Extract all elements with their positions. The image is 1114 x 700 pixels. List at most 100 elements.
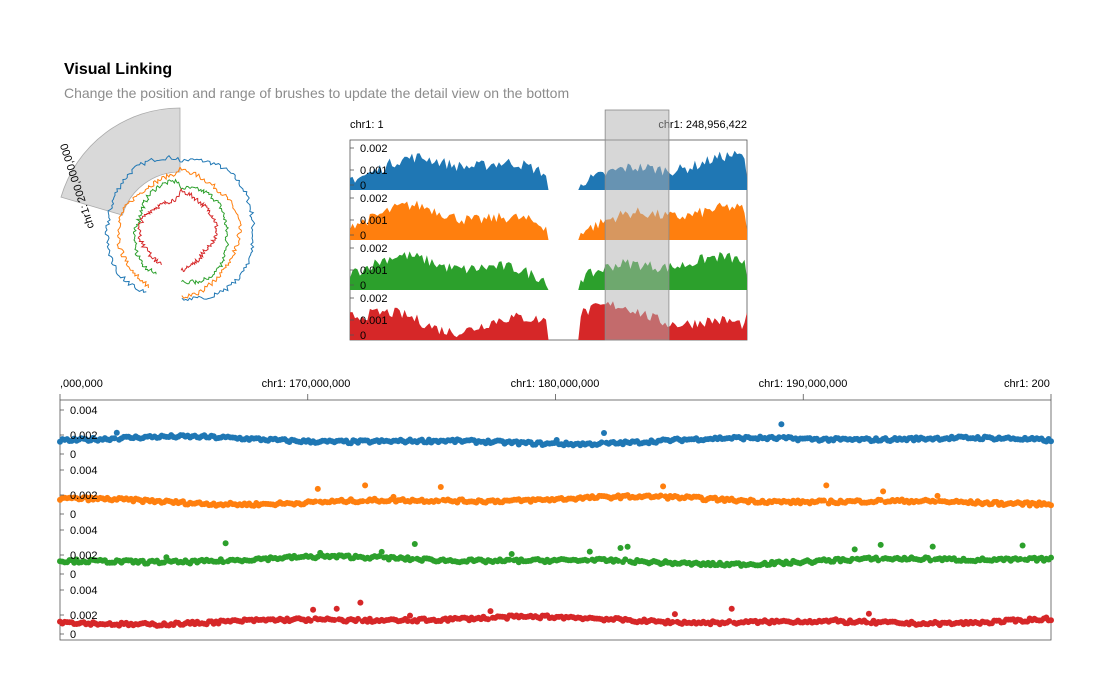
detail-x-label-0: ,000,000 [60,378,103,390]
detail-point-3 [624,543,631,550]
detail-point-1 [598,439,605,446]
detail-point-4 [485,616,492,623]
detail-point-1 [776,434,782,441]
detail-point-1 [111,435,118,442]
detail-point-2 [823,482,830,489]
detail-point-1 [1048,438,1054,445]
detail-point-2 [312,498,319,505]
circular-track-3 [133,178,230,286]
linear-area-2 [350,200,747,240]
detail-y-label: 0 [70,569,76,581]
detail-point-2 [435,498,442,505]
detail-y-label: 0.002 [70,430,98,442]
linear-y-label: 0.001 [360,265,388,277]
detail-point-3 [220,559,227,566]
circular-track-2 [116,166,242,299]
detail-point-3 [508,551,515,557]
detail-point-3 [622,556,629,563]
detail-point-3 [584,557,591,564]
detail-y-label: 0.002 [70,550,98,562]
linear-y-label: 0.001 [360,315,388,327]
linear-y-label: 0 [360,280,366,292]
detail-view[interactable]: ,000,000 chr1: 170,000,000 chr1: 180,000… [57,378,1054,641]
detail-point-3 [849,555,856,562]
detail-point-4 [728,605,735,612]
detail-point-2 [660,483,667,490]
detail-point-4 [487,608,494,615]
detail-point-2 [390,493,397,500]
detail-y-label: 0.004 [70,465,98,477]
linear-y-label: 0 [360,230,366,242]
detail-point-1 [601,430,607,436]
detail-y-label: 0 [70,629,76,641]
detail-point-2 [437,484,444,490]
detail-point-3 [586,548,593,555]
circular-track-4 [137,187,219,273]
linear-x-label-start: chr1: 1 [350,119,384,131]
detail-point-4 [669,619,676,625]
detail-point-2 [314,485,321,492]
linear-area-4 [350,301,747,340]
detail-y-label: 0.004 [70,585,98,597]
page-title: Visual Linking [64,61,173,78]
detail-point-4 [333,605,340,612]
detail-point-2 [820,497,827,504]
detail-y-label: 0 [70,449,76,461]
detail-point-3 [222,540,229,547]
detail-point-3 [411,541,418,547]
detail-point-3 [851,546,858,553]
linear-y-label: 0 [360,330,366,342]
detail-point-4 [1048,617,1054,624]
linear-area-3 [350,251,747,290]
detail-x-label-3: chr1: 190,000,000 [759,378,848,390]
detail-point-2 [934,492,941,499]
detail-point-3 [877,541,884,548]
detail-point-3 [615,557,622,564]
linear-y-label: 0.001 [360,165,388,177]
detail-point-3 [929,543,936,550]
detail-point-3 [1048,554,1054,561]
detail-y-label: 0 [70,509,76,521]
detail-point-3 [161,559,168,566]
detail-point-3 [927,557,934,564]
detail-point-4 [726,618,733,625]
circular-track-1 [104,154,256,302]
linear-overview[interactable]: chr1: 1 chr1: 248,956,422 0.0020.00100.0… [349,109,748,342]
detail-x-label-2: chr1: 180,000,000 [511,378,600,390]
detail-point-3 [875,557,882,564]
detail-point-4 [671,611,678,618]
detail-y-label: 0.002 [70,490,98,502]
detail-point-4 [357,599,364,606]
detail-point-2 [657,492,664,499]
detail-x-label-4: chr1: 200 [1004,378,1050,390]
detail-point-4 [407,612,413,619]
detail-point-4 [355,615,361,622]
linear-y-label: 0 [360,180,366,192]
detail-point-1 [113,429,120,436]
circular-brush [60,107,181,216]
detail-y-label: 0.002 [70,610,98,622]
detail-point-2 [362,482,369,489]
detail-point-4 [310,606,317,613]
linear-brush [604,109,670,341]
detail-point-2 [877,497,884,503]
detail-point-3 [506,556,513,563]
detail-y-label: 0.004 [70,525,98,537]
page-subtitle: Change the position and range of brushes… [64,85,570,101]
detail-point-3 [1019,542,1026,549]
detail-point-3 [1017,556,1024,562]
detail-point-2 [880,488,887,495]
detail-point-4 [307,617,314,624]
detail-point-2 [1048,502,1054,509]
circular-overview[interactable]: chr1: 200,000,000 [58,107,256,302]
detail-point-4 [404,618,411,624]
detail-point-3 [409,556,416,562]
detail-point-4 [865,610,872,617]
linear-y-label: 0.001 [360,215,388,227]
detail-point-2 [359,498,366,505]
detail-point-2 [932,498,939,505]
linear-area-1 [350,150,747,190]
detail-y-label: 0.004 [70,405,98,417]
linear-y-label: 0.002 [360,293,388,305]
